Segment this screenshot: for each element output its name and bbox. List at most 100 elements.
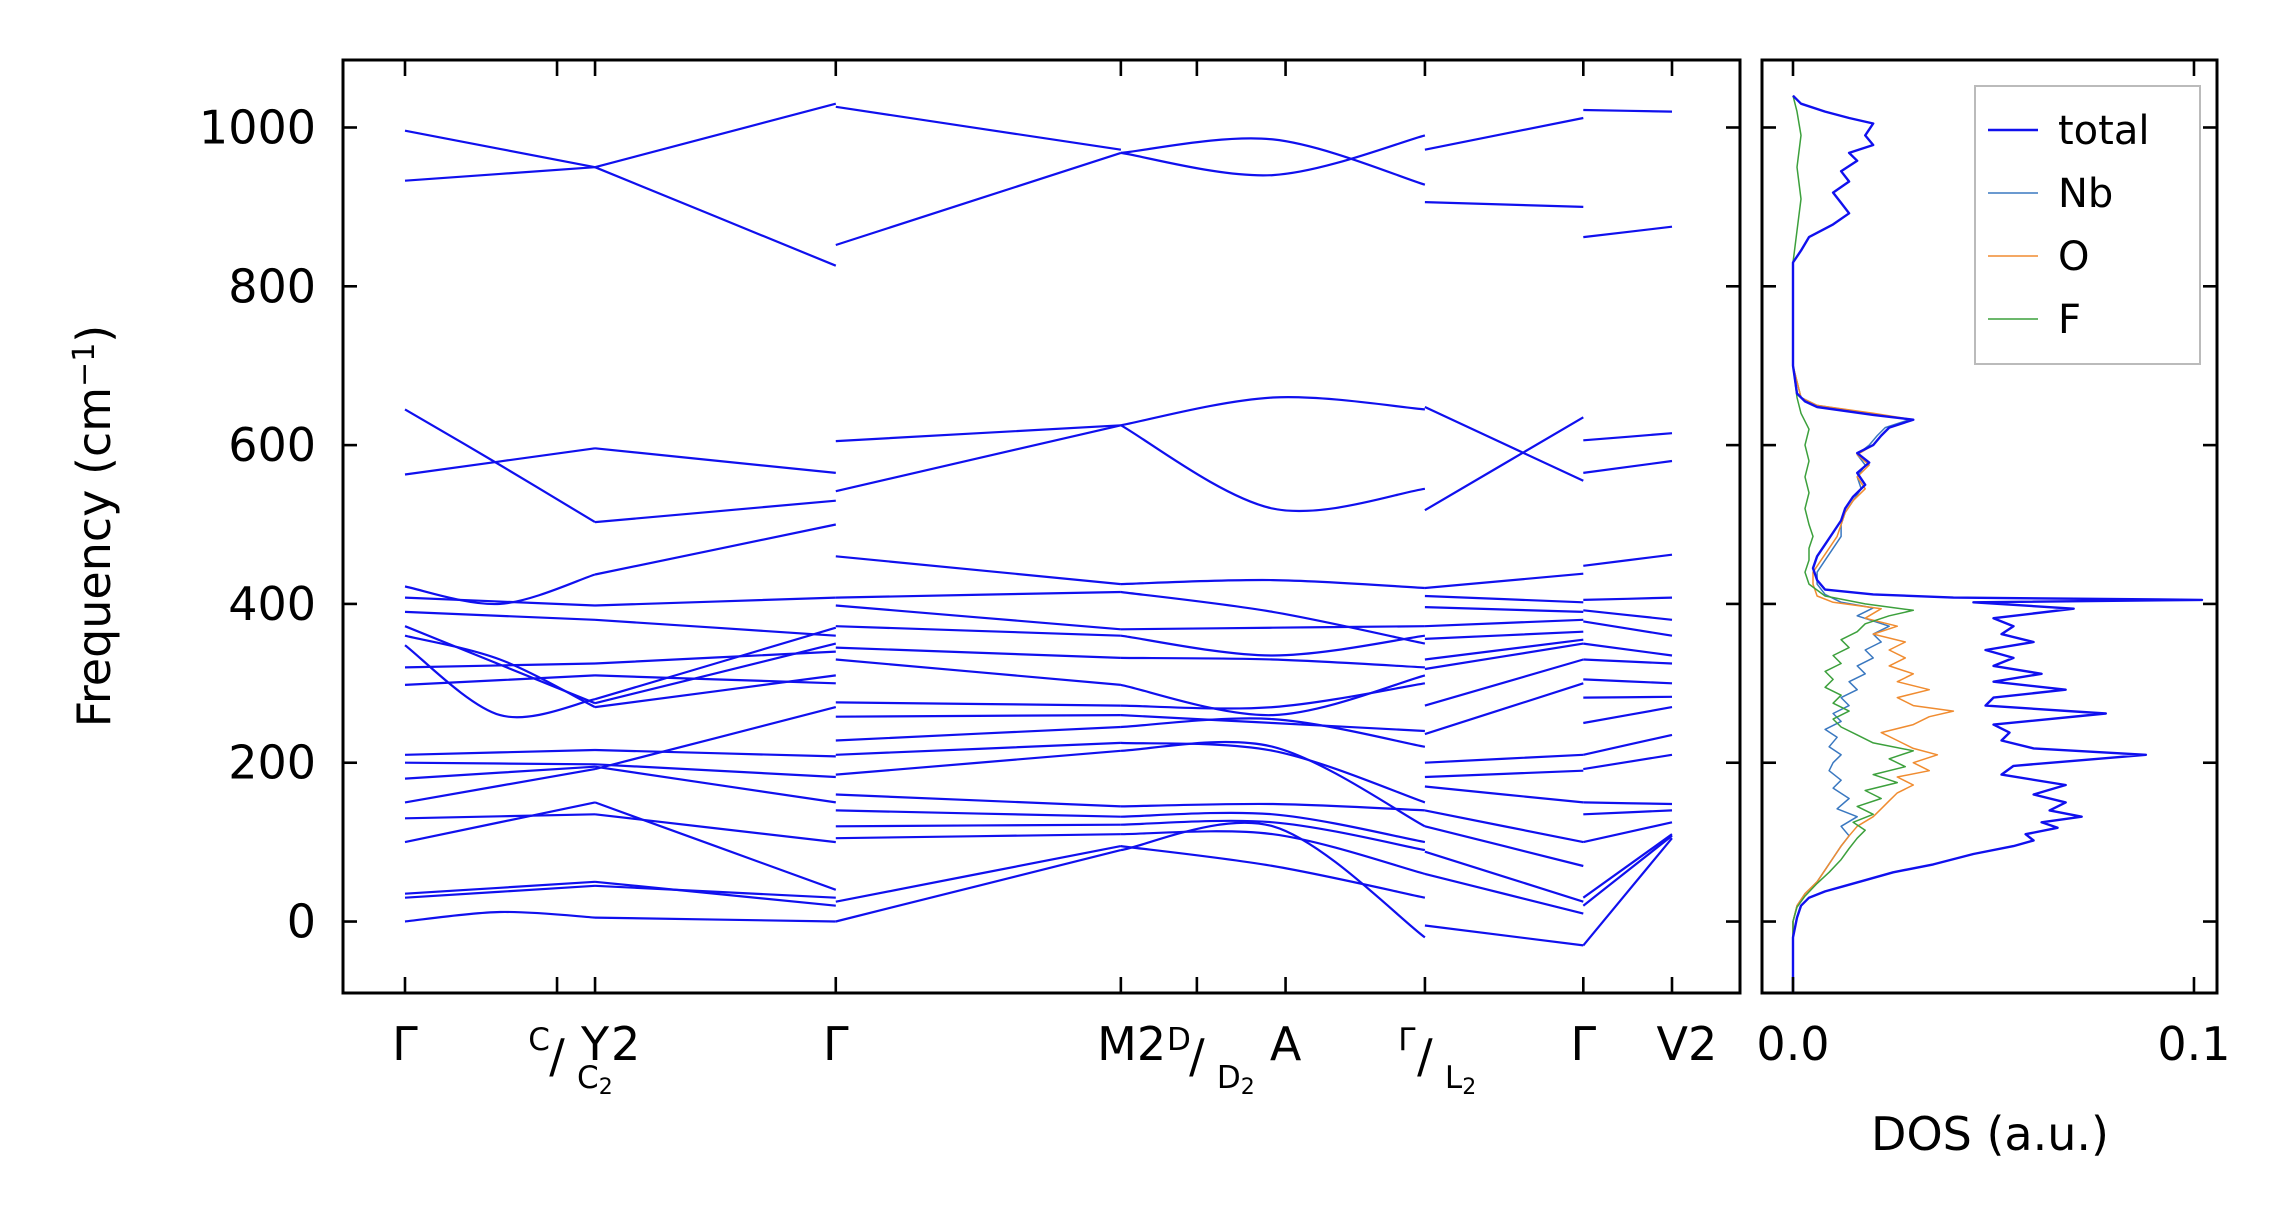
band-line-seg3-b2 <box>1120 396 1425 427</box>
band-line-seg4-b19 <box>1424 872 1584 915</box>
kpoint-label-left: Γ <box>1398 1022 1416 1058</box>
kpoint-label-joiner: / <box>1189 1029 1205 1083</box>
band-line-seg4-b0 <box>1424 116 1584 151</box>
y-axis-ticks: 0 200 400 600 800 1000 <box>199 100 1740 949</box>
band-line-seg0-b17 <box>404 801 596 844</box>
dos-curve-f <box>1792 95 1915 993</box>
band-line-seg2-b15 <box>835 793 1121 808</box>
band-line-seg1-b4 <box>594 523 837 576</box>
band-line-seg2-b10 <box>835 701 1121 707</box>
legend: total Nb OF <box>1974 85 2201 365</box>
band-line-seg2-b1 <box>835 151 1122 247</box>
band-line-seg2-b17 <box>835 823 1121 828</box>
band-line-seg2-b7 <box>835 625 1121 637</box>
band-line-seg4-b16 <box>1424 809 1584 844</box>
band-line-seg0-b10 <box>404 662 596 669</box>
band-line-seg2-b19 <box>835 845 1122 903</box>
band-line-seg3-b15 <box>1120 802 1425 812</box>
band-line-seg2-b14 <box>835 749 1121 776</box>
kpoint-label-right: L2 <box>1445 1060 1476 1100</box>
kpoint-label: Γ <box>1570 1017 1596 1071</box>
dos-curves <box>1791 94 2204 993</box>
band-line-seg0-b2 <box>404 408 596 524</box>
band-line-seg3-b7 <box>1120 634 1426 657</box>
band-line-seg0-b16 <box>404 813 596 820</box>
kpoint-label-subscript: 2 <box>1462 1075 1476 1100</box>
y-tick-label: 200 <box>228 736 316 790</box>
band-line-seg5-b19 <box>1582 834 1673 907</box>
phonon-bands <box>404 102 1673 947</box>
dos-axis-ticks: 0.0 0.1 <box>1756 60 2231 1071</box>
band-line-seg1-b10 <box>594 650 836 665</box>
band-line-seg4-b20 <box>1424 924 1584 947</box>
band-line-seg2-b20 <box>835 849 1122 923</box>
band-line-seg5-b16 <box>1583 809 1673 816</box>
band-line-seg3-b16 <box>1120 811 1426 844</box>
band-line-seg2-b4 <box>835 555 1122 586</box>
band-line-seg1-b1 <box>594 166 837 267</box>
band-line-seg4-b10 <box>1424 642 1584 671</box>
band-line-seg4-b11 <box>1424 658 1584 707</box>
band-line-seg2-b6 <box>835 604 1121 631</box>
band-line-seg4-b4 <box>1424 572 1584 590</box>
band-line-seg2-b8 <box>835 646 1121 659</box>
band-line-seg0-b20 <box>404 910 596 923</box>
band-line-seg5-b5 <box>1583 596 1673 601</box>
band-line-seg1-b15 <box>594 706 837 771</box>
band-line-seg2-b18 <box>835 833 1121 840</box>
band-line-seg3-b17 <box>1120 819 1426 852</box>
kpoint-label: M <box>1097 1017 1137 1071</box>
band-line-seg1-b14 <box>594 765 836 804</box>
band-line-seg4-b18 <box>1424 850 1584 903</box>
kpoint-label-right: D2 <box>1217 1060 1255 1100</box>
band-line-seg5-b2 <box>1583 432 1673 442</box>
band-line-seg0-b19 <box>404 884 596 899</box>
legend-label-total: total <box>2058 108 2149 154</box>
band-line-seg4-b3 <box>1424 416 1584 512</box>
y-tick-label: 400 <box>228 577 316 631</box>
band-line-seg4-b13 <box>1424 753 1584 764</box>
dos-curve-o <box>1792 95 1955 993</box>
band-line-seg2-b11 <box>835 714 1121 718</box>
dos-curve-total <box>1791 94 2204 993</box>
band-line-seg1-b0 <box>594 102 837 169</box>
band-line-seg0-b0 <box>404 129 596 169</box>
band-line-seg4-b6 <box>1424 606 1584 613</box>
band-line-seg1-b13 <box>594 763 836 779</box>
band-line-seg1-b8 <box>594 674 836 709</box>
band-line-seg0-b15 <box>404 768 596 804</box>
kpoint-label-suffix: 2 <box>611 1017 640 1071</box>
band-line-seg3-b20 <box>1120 821 1426 939</box>
y-axis-title: Frequency (cm−1) <box>67 325 121 728</box>
band-line-seg1-b11 <box>594 674 836 685</box>
band-line-seg4-b7 <box>1424 618 1584 628</box>
band-line-seg5-b20 <box>1582 837 1673 947</box>
band-line-seg1-b16 <box>594 813 836 844</box>
kpoint-label-subscript: 2 <box>1241 1075 1255 1100</box>
band-line-seg5-b9 <box>1583 658 1673 665</box>
band-line-seg5-b10 <box>1583 678 1673 685</box>
kpoint-label-suffix: 2 <box>1137 1017 1166 1071</box>
dos-x-tick-label: 0.1 <box>2157 1017 2230 1071</box>
x-axis-title: DOS (a.u.) <box>1871 1107 2109 1161</box>
band-line-seg3-b18 <box>1120 830 1426 875</box>
kpoint-label-left: D <box>1167 1022 1191 1058</box>
band-line-seg1-b18 <box>594 880 836 907</box>
band-line-seg5-b3 <box>1583 459 1673 474</box>
band-line-seg0-b11 <box>404 674 596 686</box>
band-line-seg2-b0 <box>835 105 1122 151</box>
band-line-seg2-b3 <box>835 424 1122 493</box>
band-line-seg0-b8 <box>404 634 596 709</box>
kpoint-label: Γ <box>823 1017 849 1071</box>
band-line-seg5-b8 <box>1583 642 1673 657</box>
band-line-seg5-b7 <box>1583 620 1673 637</box>
band-line-seg5-b4 <box>1583 553 1673 567</box>
band-line-seg1-b2 <box>594 499 836 524</box>
band-line-seg3-b0 <box>1120 137 1426 186</box>
band-line-seg1-b7 <box>594 642 837 705</box>
band-line-seg3-b9 <box>1120 674 1426 717</box>
band-line-seg5-b12 <box>1583 706 1673 725</box>
y-tick-label: 1000 <box>199 100 316 154</box>
band-plot-frame <box>341 58 1742 995</box>
